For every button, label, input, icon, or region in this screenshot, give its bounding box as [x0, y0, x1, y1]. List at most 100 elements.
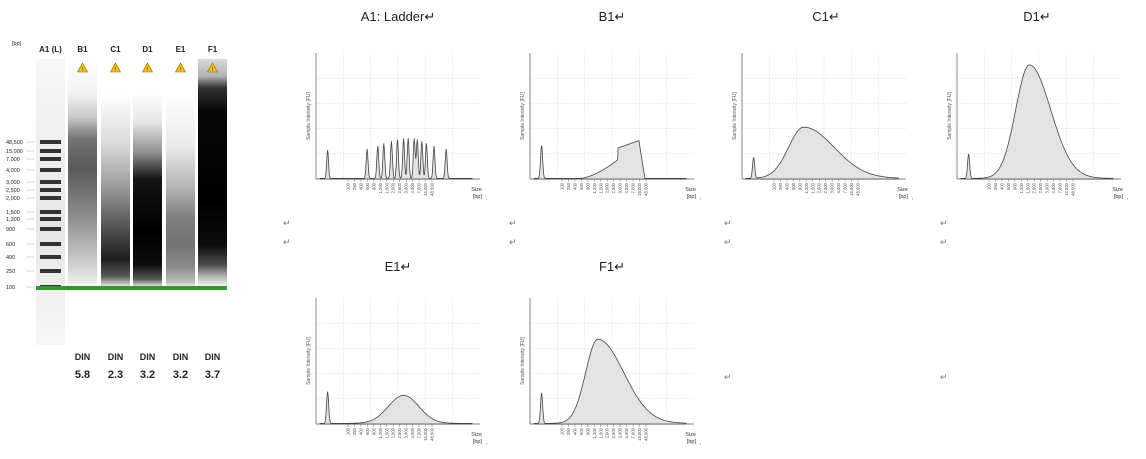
x-tick-label: 1,200: [592, 427, 597, 438]
x-tick-label: 1,200: [592, 182, 597, 193]
electropherogram-4: D1↵Sample Intensity [FU]100 250 400 600 900 1…: [947, 9, 1129, 201]
x-tick-label: 250: [566, 182, 571, 190]
ladder-band: [40, 180, 61, 184]
x-axis-label-unit: [bp]: [1114, 194, 1124, 200]
warning-icon: [109, 62, 122, 73]
x-tick-label: 1,200: [378, 182, 383, 193]
electropherogram-trace: [533, 338, 687, 425]
electropherogram-trace: [319, 391, 473, 425]
trailing-mark: ,: [700, 440, 702, 446]
x-tick-label: 250: [352, 427, 357, 435]
x-tick-label: 900: [1012, 182, 1017, 190]
din-value: 3.7: [205, 369, 220, 381]
x-tick-label: 2,500: [823, 182, 828, 193]
electropherogram-1: A1: Ladder↵ Sample Intensity [FU] 100 250 40…: [306, 9, 488, 201]
lane-header: E1: [176, 45, 186, 54]
x-tick-label: 2,500: [611, 427, 616, 438]
x-tick-label: 4,000: [410, 427, 415, 438]
x-tick-label: 1,500: [598, 182, 603, 193]
x-axis-label-size: Size: [685, 187, 696, 193]
x-tick-label: 250: [566, 427, 571, 435]
y-axis-label: Sample Intensity [FU]: [306, 91, 312, 139]
electropherogram-5: E1↵Sample Intensity [FU]100 250 400 600 900 1…: [306, 259, 488, 446]
gel-lane-b1: [68, 59, 97, 345]
ladder-size-label: 900: [6, 227, 15, 233]
ladder-size-label: 4,000: [6, 168, 20, 174]
x-tick-label: 7,000: [417, 427, 422, 438]
y-axis-label: Sample Intensity [FU]: [520, 91, 526, 139]
ladder-band: [40, 217, 61, 221]
x-tick-label: 1,200: [1019, 182, 1024, 193]
x-tick-label: 1,500: [384, 182, 389, 193]
lane-header: D1: [142, 45, 153, 54]
gel-lane-e1: [166, 59, 195, 345]
din-value: 3.2: [173, 369, 188, 381]
warning-mark: !: [212, 67, 214, 73]
x-axis-label-unit: [bp]: [473, 439, 483, 445]
x-tick-label: 3,000: [404, 182, 409, 193]
gel-image: A1 (L) B1! DIN 5.8 C1! DIN 2.3 D1! DIN 3.2 E1! DIN 3…: [6, 41, 227, 381]
x-tick-label: 1,500: [598, 427, 603, 438]
ladder-band: [40, 140, 61, 144]
ladder-band: [40, 269, 61, 273]
ladder-band: [40, 168, 61, 172]
gel-lane-f1: [198, 59, 227, 345]
x-tick-label: 100: [560, 427, 565, 435]
ladder-size-label: 15,000: [6, 149, 23, 155]
x-tick-label: 2,000: [391, 182, 396, 193]
warning-icon: [206, 62, 219, 73]
electropherogram-trace: [960, 64, 1114, 180]
x-tick-label: 7,000: [417, 182, 422, 193]
din-label: DIN: [140, 352, 156, 362]
din-label: DIN: [75, 352, 91, 362]
x-axis-label-size: Size: [1112, 187, 1123, 193]
ladder-band: [40, 227, 61, 231]
x-tick-label: 1,200: [804, 182, 809, 193]
trailing-mark: ,: [486, 195, 488, 201]
ladder-band: [40, 242, 61, 246]
ladder-size-label: 2,000: [6, 196, 20, 202]
x-tick-label: 900: [371, 182, 376, 190]
x-tick-label: 3,000: [830, 182, 835, 193]
electropherogram-trace: [319, 138, 473, 180]
electropherogram-trace: [533, 140, 687, 180]
x-tick-label: 2,500: [397, 182, 402, 193]
plot-title: A1: Ladder↵: [361, 9, 436, 24]
x-tick-label: 3,000: [1045, 182, 1050, 193]
x-tick-label: 600: [365, 182, 370, 190]
x-axis-label-unit: [bp]: [687, 439, 697, 445]
x-tick-label: 2,500: [397, 427, 402, 438]
x-tick-label: 900: [797, 182, 802, 190]
warning-icon: [174, 62, 187, 73]
x-tick-label: 15,000: [423, 427, 428, 440]
din-label: DIN: [108, 352, 124, 362]
din-label: DIN: [173, 352, 189, 362]
warning-mark: !: [180, 67, 182, 73]
ladder-size-label: 3,000: [6, 180, 20, 186]
x-tick-label: 2,000: [1032, 182, 1037, 193]
x-tick-label: 400: [572, 182, 577, 190]
x-axis-label-size: Size: [471, 432, 482, 438]
din-value: 5.8: [75, 369, 90, 381]
x-tick-label: 100: [772, 182, 777, 190]
x-tick-label: 100: [346, 182, 351, 190]
electropherogram-3: C1↵Sample Intensity [FU]100 250 400 600 900 1…: [732, 9, 914, 201]
paragraph-mark: ↵: [724, 238, 732, 248]
x-tick-label: 2,500: [611, 182, 616, 193]
x-tick-label: 15,000: [423, 182, 428, 195]
x-tick-label: 48,500: [644, 182, 649, 195]
x-tick-label: 4,000: [624, 427, 629, 438]
x-tick-label: 48,500: [644, 427, 649, 440]
x-tick-label: 400: [999, 182, 1004, 190]
x-tick-label: 100: [560, 182, 565, 190]
lower-marker-band: [36, 286, 227, 290]
x-tick-label: 250: [778, 182, 783, 190]
x-tick-label: 1,500: [810, 182, 815, 193]
x-tick-label: 7,000: [631, 427, 636, 438]
x-tick-label: 4,000: [624, 182, 629, 193]
ladder-size-label: 100: [6, 285, 15, 291]
x-tick-label: 3,000: [618, 182, 623, 193]
x-tick-label: 7,000: [631, 182, 636, 193]
x-tick-label: 15,000: [1064, 182, 1069, 195]
